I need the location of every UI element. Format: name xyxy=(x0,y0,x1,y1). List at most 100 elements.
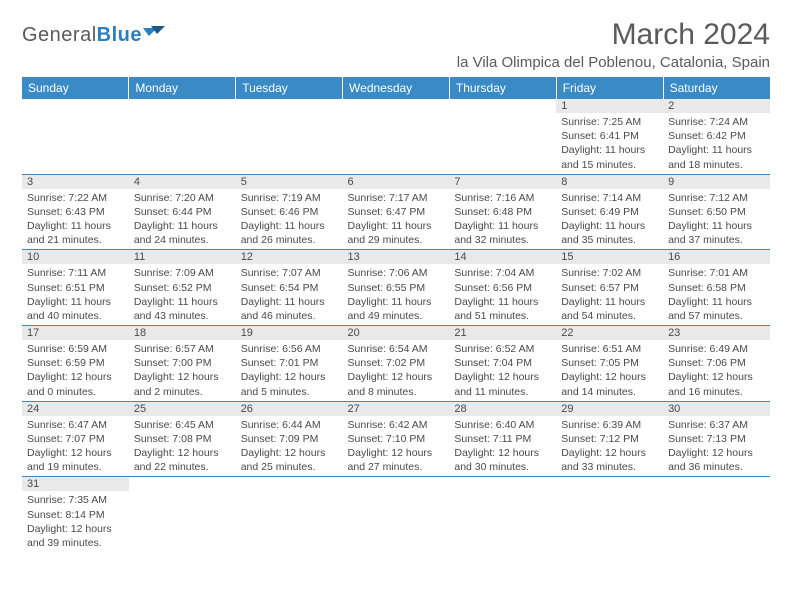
header: GeneralBlue March 2024 la Vila Olimpica … xyxy=(22,18,770,71)
day-number: 18 xyxy=(129,326,236,340)
calendar-cell: 11Sunrise: 7:09 AMSunset: 6:52 PMDayligh… xyxy=(129,250,236,326)
calendar-cell xyxy=(343,477,450,552)
day-number: 11 xyxy=(129,250,236,264)
logo: GeneralBlue xyxy=(22,24,165,47)
day-number: 4 xyxy=(129,175,236,189)
day-header: Sunday xyxy=(22,77,129,99)
title-block: March 2024 la Vila Olimpica del Poblenou… xyxy=(457,18,770,71)
calendar-cell: 24Sunrise: 6:47 AMSunset: 7:07 PMDayligh… xyxy=(22,401,129,477)
calendar-cell: 28Sunrise: 6:40 AMSunset: 7:11 PMDayligh… xyxy=(449,401,556,477)
day-number: 2 xyxy=(663,99,770,113)
day-number: 12 xyxy=(236,250,343,264)
day-number: 13 xyxy=(343,250,450,264)
day-header: Monday xyxy=(129,77,236,99)
calendar-cell: 20Sunrise: 6:54 AMSunset: 7:02 PMDayligh… xyxy=(343,326,450,402)
calendar-cell: 25Sunrise: 6:45 AMSunset: 7:08 PMDayligh… xyxy=(129,401,236,477)
calendar-row: 31Sunrise: 7:35 AMSunset: 8:14 PMDayligh… xyxy=(22,477,770,552)
calendar-header-row: SundayMondayTuesdayWednesdayThursdayFrid… xyxy=(22,77,770,99)
logo-text-1: General xyxy=(22,24,97,46)
day-header: Saturday xyxy=(663,77,770,99)
day-details: Sunrise: 6:47 AMSunset: 7:07 PMDaylight:… xyxy=(22,416,129,477)
logo-text-2: Blue xyxy=(97,24,142,46)
month-title: March 2024 xyxy=(457,18,770,52)
day-header: Wednesday xyxy=(343,77,450,99)
day-details: Sunrise: 6:59 AMSunset: 6:59 PMDaylight:… xyxy=(22,340,129,401)
calendar-row: 24Sunrise: 6:47 AMSunset: 7:07 PMDayligh… xyxy=(22,401,770,477)
day-details: Sunrise: 7:01 AMSunset: 6:58 PMDaylight:… xyxy=(663,264,770,325)
day-header: Tuesday xyxy=(236,77,343,99)
calendar-row: 1Sunrise: 7:25 AMSunset: 6:41 PMDaylight… xyxy=(22,99,770,174)
calendar-cell: 14Sunrise: 7:04 AMSunset: 6:56 PMDayligh… xyxy=(449,250,556,326)
day-details: Sunrise: 6:40 AMSunset: 7:11 PMDaylight:… xyxy=(449,416,556,477)
day-number: 26 xyxy=(236,402,343,416)
day-number: 9 xyxy=(663,175,770,189)
calendar-cell: 15Sunrise: 7:02 AMSunset: 6:57 PMDayligh… xyxy=(556,250,663,326)
calendar-cell: 23Sunrise: 6:49 AMSunset: 7:06 PMDayligh… xyxy=(663,326,770,402)
calendar-cell: 29Sunrise: 6:39 AMSunset: 7:12 PMDayligh… xyxy=(556,401,663,477)
day-number: 14 xyxy=(449,250,556,264)
day-details: Sunrise: 6:45 AMSunset: 7:08 PMDaylight:… xyxy=(129,416,236,477)
calendar-cell: 4Sunrise: 7:20 AMSunset: 6:44 PMDaylight… xyxy=(129,174,236,250)
day-number: 27 xyxy=(343,402,450,416)
day-details: Sunrise: 7:20 AMSunset: 6:44 PMDaylight:… xyxy=(129,189,236,250)
calendar-cell: 6Sunrise: 7:17 AMSunset: 6:47 PMDaylight… xyxy=(343,174,450,250)
day-number: 10 xyxy=(22,250,129,264)
calendar-cell: 12Sunrise: 7:07 AMSunset: 6:54 PMDayligh… xyxy=(236,250,343,326)
logo-flag-icon xyxy=(143,26,165,40)
day-details: Sunrise: 7:24 AMSunset: 6:42 PMDaylight:… xyxy=(663,113,770,174)
calendar-cell: 2Sunrise: 7:24 AMSunset: 6:42 PMDaylight… xyxy=(663,99,770,174)
day-details: Sunrise: 7:19 AMSunset: 6:46 PMDaylight:… xyxy=(236,189,343,250)
day-number: 19 xyxy=(236,326,343,340)
day-number: 3 xyxy=(22,175,129,189)
calendar-cell xyxy=(556,477,663,552)
day-details: Sunrise: 6:42 AMSunset: 7:10 PMDaylight:… xyxy=(343,416,450,477)
calendar-row: 3Sunrise: 7:22 AMSunset: 6:43 PMDaylight… xyxy=(22,174,770,250)
day-details: Sunrise: 7:12 AMSunset: 6:50 PMDaylight:… xyxy=(663,189,770,250)
day-details: Sunrise: 7:11 AMSunset: 6:51 PMDaylight:… xyxy=(22,264,129,325)
day-number: 20 xyxy=(343,326,450,340)
day-details: Sunrise: 6:57 AMSunset: 7:00 PMDaylight:… xyxy=(129,340,236,401)
day-number: 28 xyxy=(449,402,556,416)
day-details: Sunrise: 7:02 AMSunset: 6:57 PMDaylight:… xyxy=(556,264,663,325)
logo-text: GeneralBlue xyxy=(22,24,142,47)
day-details: Sunrise: 6:54 AMSunset: 7:02 PMDaylight:… xyxy=(343,340,450,401)
day-details: Sunrise: 7:04 AMSunset: 6:56 PMDaylight:… xyxy=(449,264,556,325)
calendar-cell: 26Sunrise: 6:44 AMSunset: 7:09 PMDayligh… xyxy=(236,401,343,477)
day-details: Sunrise: 6:39 AMSunset: 7:12 PMDaylight:… xyxy=(556,416,663,477)
day-number: 7 xyxy=(449,175,556,189)
day-number: 22 xyxy=(556,326,663,340)
day-details: Sunrise: 6:51 AMSunset: 7:05 PMDaylight:… xyxy=(556,340,663,401)
calendar-row: 17Sunrise: 6:59 AMSunset: 6:59 PMDayligh… xyxy=(22,326,770,402)
day-details: Sunrise: 7:07 AMSunset: 6:54 PMDaylight:… xyxy=(236,264,343,325)
day-number: 29 xyxy=(556,402,663,416)
day-details: Sunrise: 6:52 AMSunset: 7:04 PMDaylight:… xyxy=(449,340,556,401)
calendar-cell: 30Sunrise: 6:37 AMSunset: 7:13 PMDayligh… xyxy=(663,401,770,477)
day-number: 16 xyxy=(663,250,770,264)
calendar-cell xyxy=(236,99,343,174)
day-details: Sunrise: 7:22 AMSunset: 6:43 PMDaylight:… xyxy=(22,189,129,250)
calendar-cell xyxy=(449,99,556,174)
location: la Vila Olimpica del Poblenou, Catalonia… xyxy=(457,54,770,71)
day-number: 25 xyxy=(129,402,236,416)
calendar-cell: 18Sunrise: 6:57 AMSunset: 7:00 PMDayligh… xyxy=(129,326,236,402)
day-number: 15 xyxy=(556,250,663,264)
calendar-cell: 17Sunrise: 6:59 AMSunset: 6:59 PMDayligh… xyxy=(22,326,129,402)
calendar-cell: 3Sunrise: 7:22 AMSunset: 6:43 PMDaylight… xyxy=(22,174,129,250)
day-number: 1 xyxy=(556,99,663,113)
calendar-cell: 22Sunrise: 6:51 AMSunset: 7:05 PMDayligh… xyxy=(556,326,663,402)
day-details: Sunrise: 7:06 AMSunset: 6:55 PMDaylight:… xyxy=(343,264,450,325)
day-number: 23 xyxy=(663,326,770,340)
calendar-row: 10Sunrise: 7:11 AMSunset: 6:51 PMDayligh… xyxy=(22,250,770,326)
calendar-cell xyxy=(449,477,556,552)
calendar-cell: 13Sunrise: 7:06 AMSunset: 6:55 PMDayligh… xyxy=(343,250,450,326)
calendar-cell: 1Sunrise: 7:25 AMSunset: 6:41 PMDaylight… xyxy=(556,99,663,174)
day-details: Sunrise: 6:49 AMSunset: 7:06 PMDaylight:… xyxy=(663,340,770,401)
day-details: Sunrise: 6:56 AMSunset: 7:01 PMDaylight:… xyxy=(236,340,343,401)
calendar-cell xyxy=(129,477,236,552)
day-number: 17 xyxy=(22,326,129,340)
day-header: Thursday xyxy=(449,77,556,99)
calendar-cell xyxy=(236,477,343,552)
day-details: Sunrise: 7:09 AMSunset: 6:52 PMDaylight:… xyxy=(129,264,236,325)
calendar-cell: 10Sunrise: 7:11 AMSunset: 6:51 PMDayligh… xyxy=(22,250,129,326)
calendar-cell: 19Sunrise: 6:56 AMSunset: 7:01 PMDayligh… xyxy=(236,326,343,402)
